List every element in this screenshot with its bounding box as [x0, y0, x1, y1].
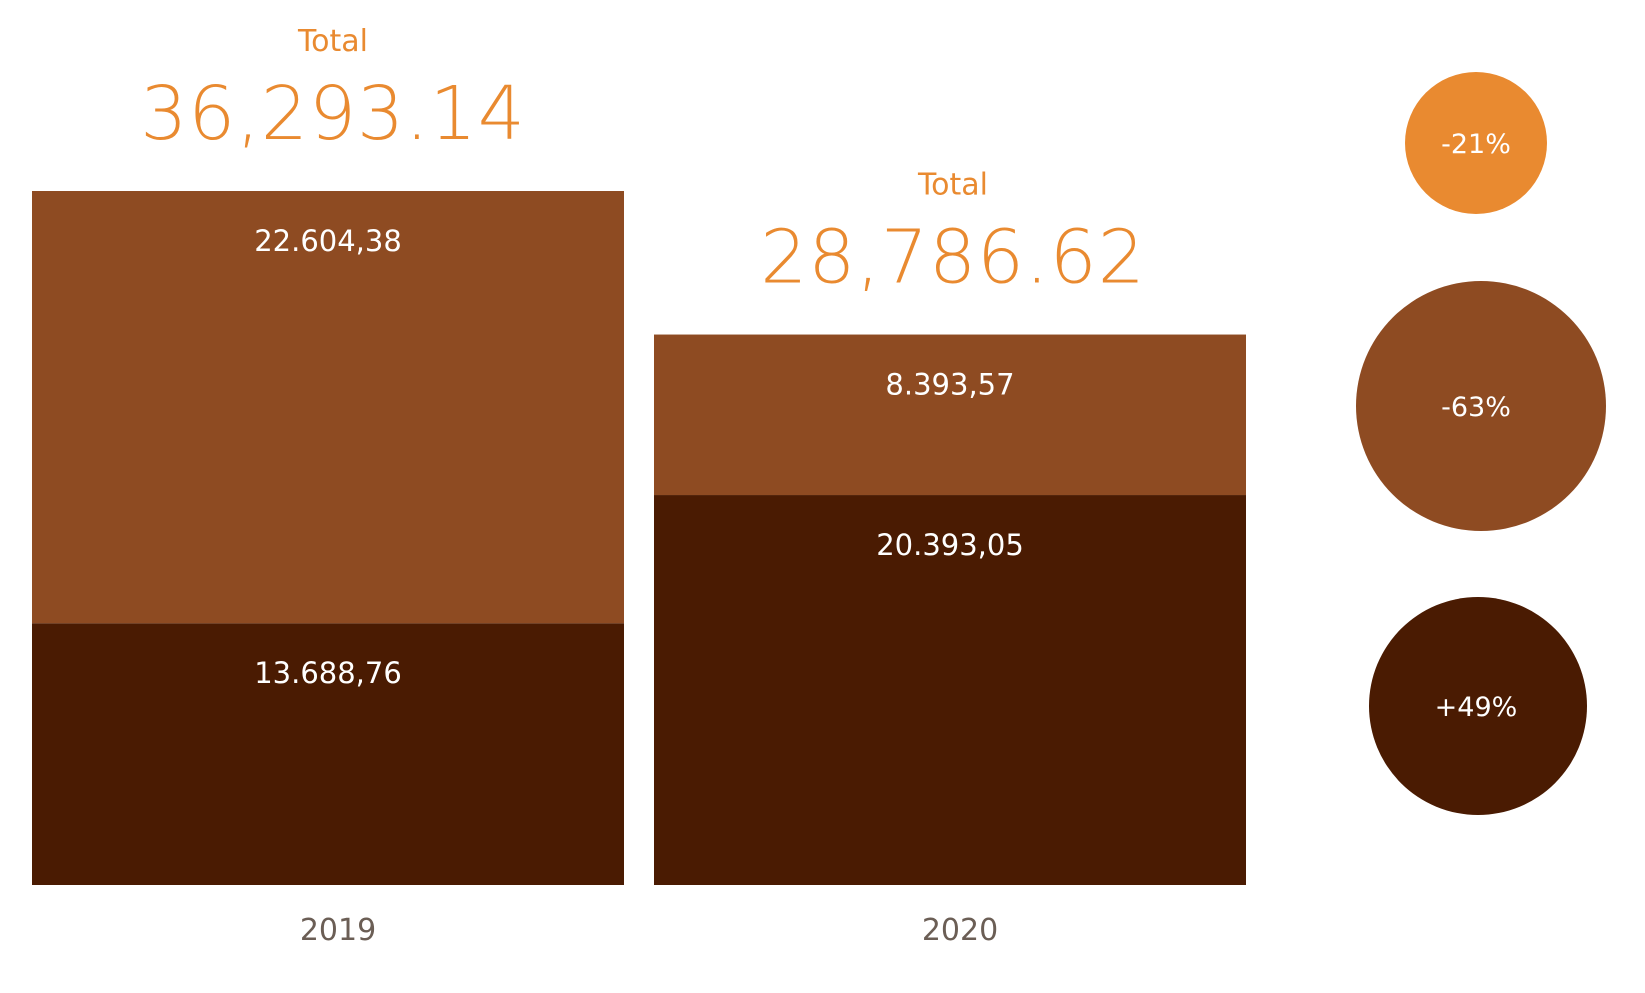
change-label: -63%: [1441, 392, 1511, 423]
bar-segment: [654, 495, 1246, 885]
x-tick-label: 2020: [922, 913, 998, 948]
bar-value-label: 8.393,57: [885, 368, 1014, 402]
total-caption: Total: [917, 168, 988, 203]
bar-value-label: 20.393,05: [876, 528, 1024, 562]
bar-segment: [32, 191, 624, 624]
bar-segment: [654, 334, 1246, 496]
total-value: 36,293.14: [140, 71, 526, 157]
bar-value-label: 13.688,76: [254, 656, 402, 690]
change-label: -21%: [1441, 129, 1511, 160]
total-caption: Total: [297, 24, 368, 59]
total-value: 28,786.62: [760, 215, 1146, 301]
change-circle: [1405, 72, 1547, 214]
bar-segment: [32, 623, 624, 885]
x-tick-label: 2019: [300, 913, 376, 948]
change-circle: [1356, 281, 1606, 531]
bar-value-label: 22.604,38: [254, 224, 402, 258]
change-label: +49%: [1435, 692, 1518, 723]
change-circle: [1369, 597, 1587, 815]
